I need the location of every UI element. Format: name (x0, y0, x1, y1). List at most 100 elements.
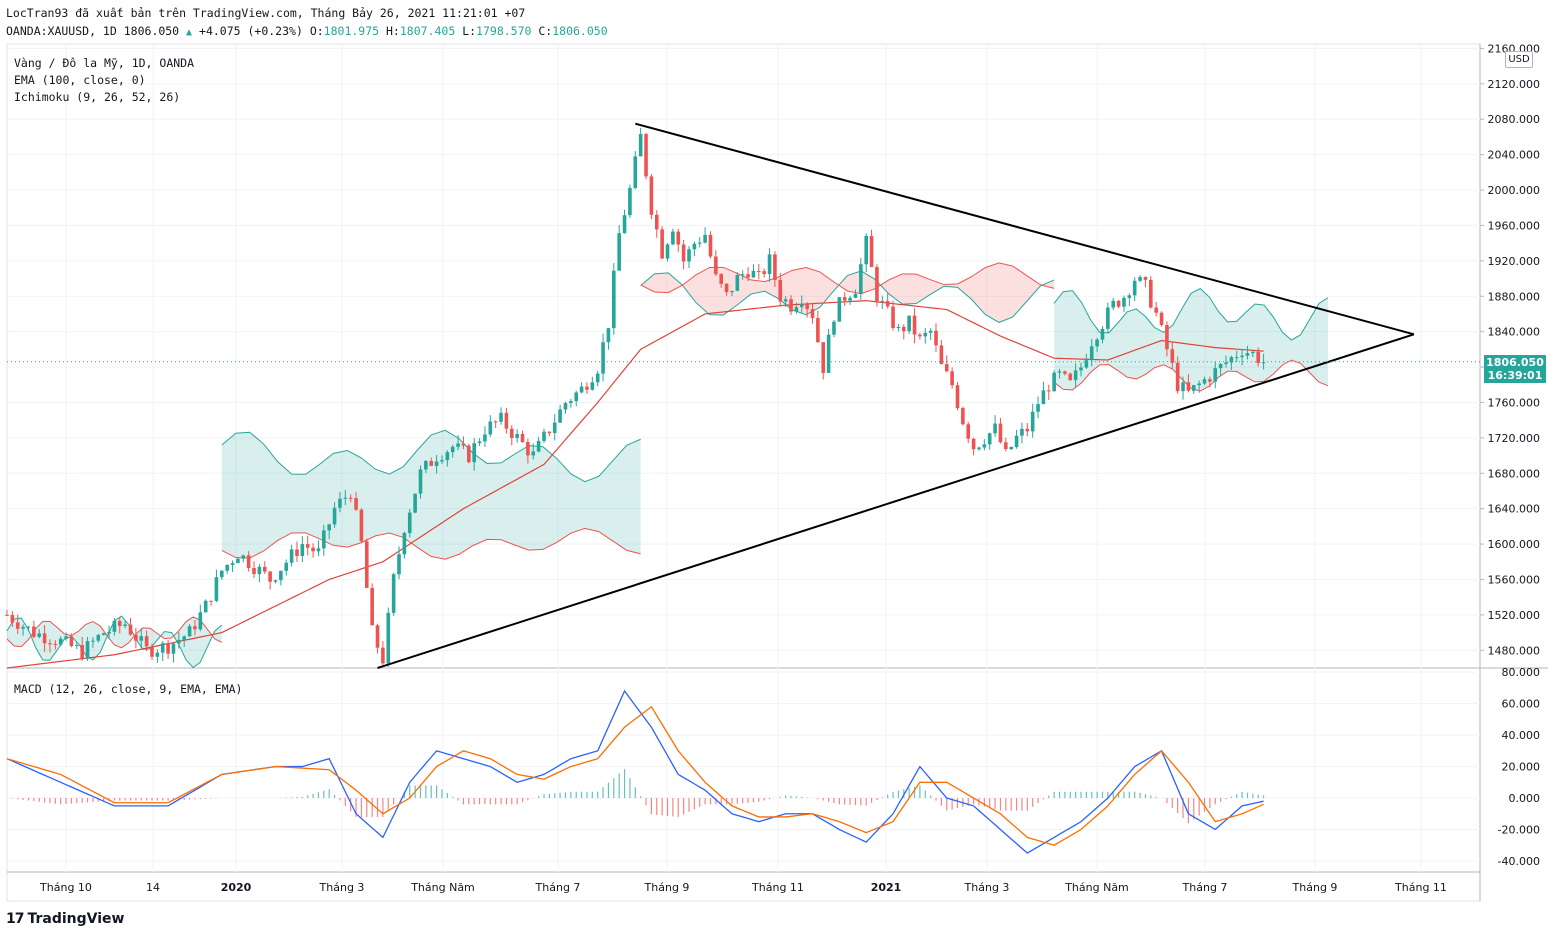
candle-body (1208, 379, 1212, 382)
candle-body (32, 626, 36, 637)
candle-body (751, 270, 756, 278)
candle-body (859, 264, 863, 294)
candle-body (332, 507, 337, 525)
time-tick-label: 2020 (221, 881, 252, 894)
candle-body (901, 326, 906, 332)
time-tick-label: Tháng 10 (39, 881, 92, 894)
time-tick-label: Tháng 3 (964, 881, 1010, 894)
candle-body (311, 547, 315, 552)
tradingview-logo[interactable]: 17 TradingView (6, 911, 124, 927)
up-arrow-icon: ▲ (186, 27, 193, 38)
price-tick-label: 1720.000 (1488, 432, 1541, 445)
candle-body (289, 549, 294, 563)
candle-body (327, 524, 331, 531)
candle-body (1041, 390, 1046, 405)
candle-body (987, 433, 992, 445)
senkou-span-b (221, 527, 641, 560)
candle-body (998, 423, 1003, 443)
senkou-span-b (640, 262, 1055, 295)
candle-body (279, 570, 283, 581)
candle-body (896, 326, 901, 328)
candle-body (714, 256, 718, 275)
time-tick-label: Tháng Năm (1064, 881, 1129, 894)
cloud-fill (640, 262, 1055, 323)
candle-body (1089, 346, 1094, 361)
candle-body (375, 625, 380, 648)
candle-body (467, 445, 471, 463)
price-tick-label: 1960.000 (1488, 219, 1541, 232)
descending-resistance-trendline (635, 122, 1415, 336)
candle-body (654, 214, 659, 230)
candle-body (338, 498, 342, 508)
legend-instrument[interactable]: Vàng / Đô la Mỹ, 1D, OANDA (14, 56, 195, 70)
price-tag-value: 1806.050 (1486, 355, 1544, 369)
low-value: 1798.570 (476, 24, 532, 38)
close-value: 1806.050 (552, 24, 608, 38)
candle-body (225, 564, 229, 571)
candle-body (499, 412, 503, 422)
candle-body (628, 187, 632, 216)
legend-ema[interactable]: EMA (100, close, 0) (14, 73, 146, 87)
candle-body (1256, 351, 1261, 363)
open-value: 1801.975 (323, 24, 380, 38)
candle-body (1143, 277, 1148, 280)
macd-tick-label: 60.000 (1502, 698, 1541, 711)
candle-body (773, 254, 777, 280)
candle-body (660, 229, 664, 259)
candle-body (848, 297, 852, 301)
candle-body (58, 638, 63, 645)
candle-body (842, 297, 847, 301)
last-price-tag: 1806.050 16:39:01 (1484, 354, 1546, 383)
candle-body (644, 134, 648, 177)
candle-body (1165, 324, 1169, 350)
candle-body (1052, 372, 1056, 392)
candle-body (1057, 371, 1062, 373)
candle-body (1073, 370, 1078, 380)
candle-body (1014, 435, 1019, 447)
candle-body (1111, 300, 1116, 308)
senkou-span-a (640, 270, 1055, 323)
price-tick-label: 1480.000 (1488, 644, 1541, 657)
candle-body (445, 452, 450, 461)
candle-body (187, 626, 192, 637)
high-value: 1807.405 (399, 24, 456, 38)
candle-body (434, 461, 439, 466)
candle-body (961, 408, 965, 425)
candle-body (268, 571, 272, 582)
candle-body (789, 299, 793, 312)
signal-line (6, 705, 1264, 846)
candle-body (1084, 360, 1089, 368)
price-tick-label: 2120.000 (1488, 78, 1541, 91)
candle-body (638, 134, 643, 157)
candle-body (934, 330, 938, 346)
candle-body (692, 243, 697, 250)
candle-body (123, 624, 127, 627)
last-price: 1806.050 (123, 24, 180, 38)
currency-button[interactable]: USD (1505, 51, 1533, 68)
candle-body (386, 612, 391, 664)
candle-body (316, 548, 321, 552)
candle-body (708, 234, 713, 257)
time-tick-label: Tháng 11 (1394, 881, 1447, 894)
candle-body (590, 382, 595, 390)
candle-body (762, 271, 766, 275)
candle-body (354, 498, 358, 510)
candle-body (150, 646, 154, 657)
candle-body (1251, 351, 1255, 354)
macd-histogram (11, 769, 1265, 824)
candle-body (665, 244, 670, 259)
legend-ichimoku[interactable]: Ichimoku (9, 26, 52, 26) (14, 90, 181, 104)
candle-body (69, 636, 74, 647)
senkou-span-b (1053, 359, 1329, 392)
candle-body (364, 541, 369, 588)
senkou-span-a (221, 429, 641, 483)
candle-body (767, 254, 772, 275)
candle-body (1100, 328, 1105, 340)
candle-body (193, 626, 197, 630)
price-tick-label: 1880.000 (1488, 290, 1541, 303)
price-tick-label: 1600.000 (1488, 538, 1541, 551)
candle-body (1138, 277, 1142, 281)
legend-macd[interactable]: MACD (12, 26, close, 9, EMA, EMA) (14, 682, 243, 696)
candle-body (595, 373, 600, 383)
